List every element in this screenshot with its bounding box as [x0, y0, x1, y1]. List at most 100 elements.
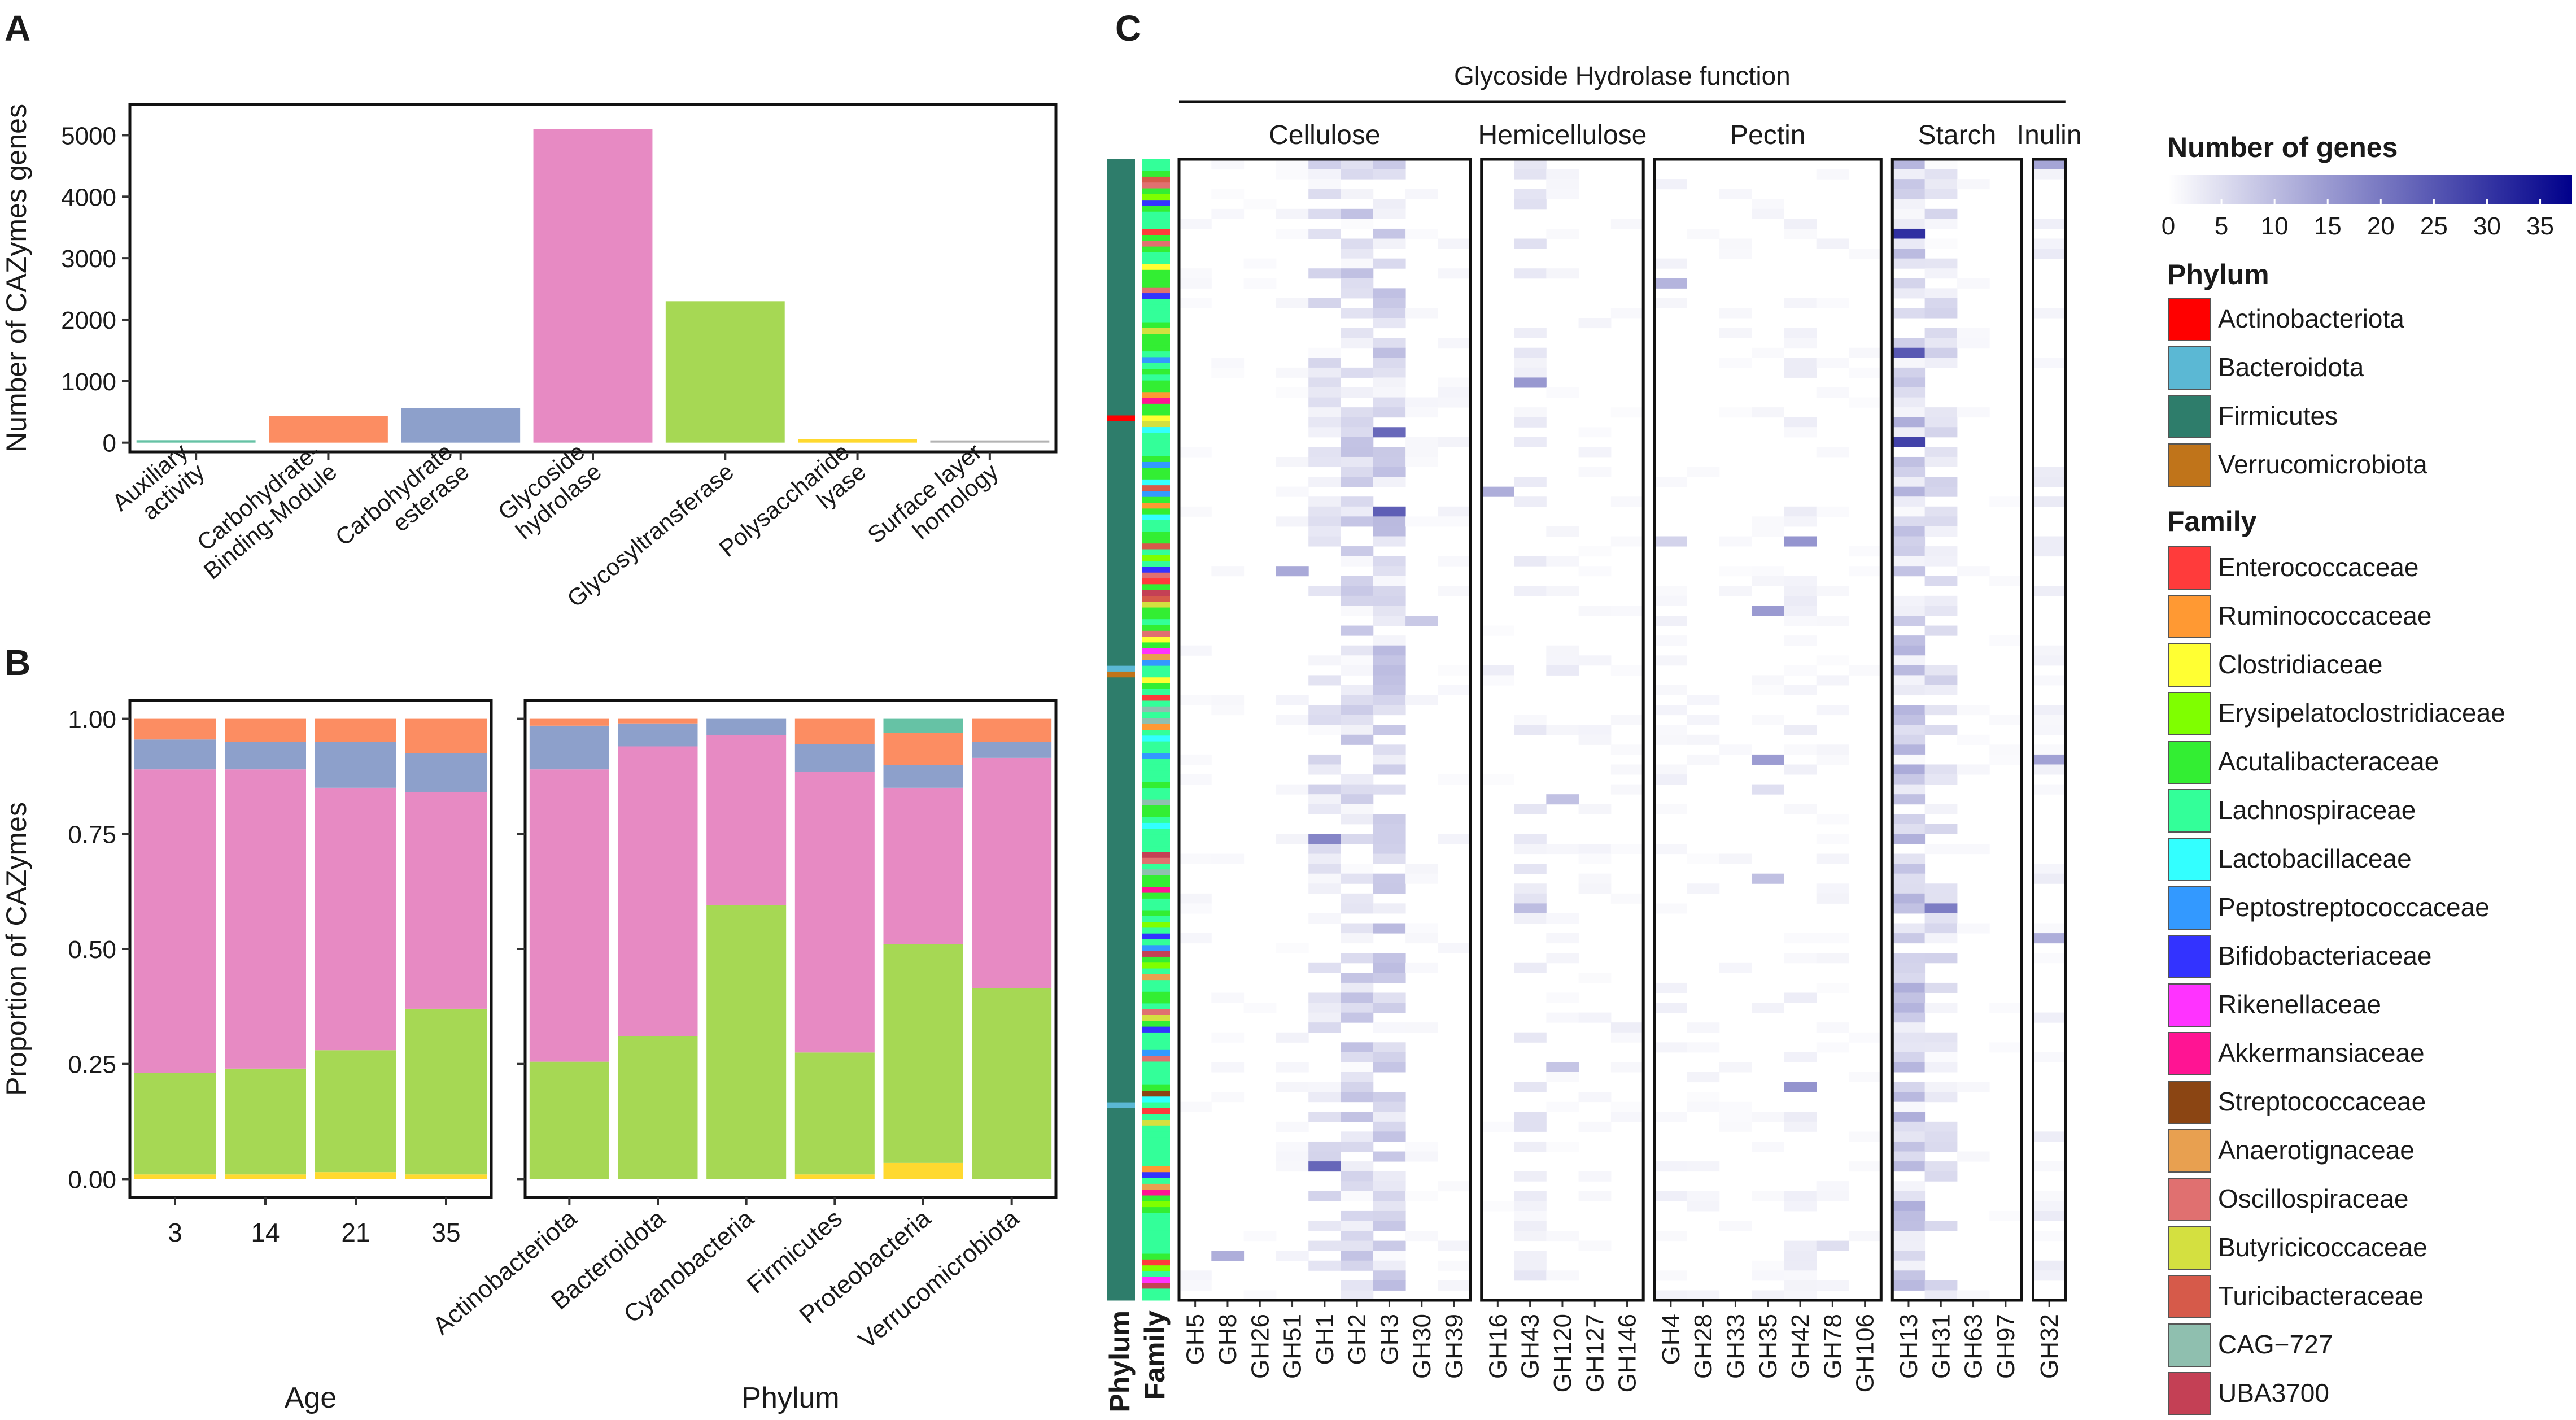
heatmap-cell: [1211, 1062, 1245, 1073]
heatmap-cell: [1341, 1092, 1374, 1103]
heatmap-cell: [1179, 268, 1212, 279]
heatmap-cell: [1924, 268, 1958, 279]
heatmap-cell: [1373, 655, 1406, 666]
facet-frame: [523, 699, 1058, 1199]
heatmap-cell: [1892, 606, 1926, 616]
column-label: GH43: [1517, 1314, 1544, 1379]
heatmap-cell: [1373, 238, 1406, 249]
heatmap-cell: [1308, 407, 1341, 418]
family-strip-cell: [1142, 398, 1170, 404]
family-strip-cell: [1142, 794, 1170, 800]
heatmap-cell: [1892, 377, 1926, 388]
heatmap-cell: [1924, 238, 1958, 249]
heatmap-cell: [1849, 1231, 1881, 1242]
column-label: GH26: [1246, 1314, 1274, 1379]
heatmap-cell: [1373, 377, 1406, 388]
heatmap-cell: [1308, 883, 1341, 894]
heatmap-cell: [1892, 308, 1926, 319]
family-legend-swatch: [2168, 1129, 2211, 1173]
x-tick-label-a: Carbohydrate-Binding-Module: [182, 438, 342, 585]
heatmap-cell: [1784, 1112, 1817, 1122]
heatmap-cell: [1276, 1121, 1309, 1132]
family-strip-cell: [1142, 1236, 1170, 1243]
group-label: Pectin: [1730, 120, 1805, 150]
heatmap-cell: [1514, 586, 1547, 596]
heatmap-cell: [1924, 1161, 1958, 1172]
heatmap-cell: [1957, 407, 1990, 418]
heatmap-cell: [1405, 616, 1438, 626]
family-strip-cell: [1142, 555, 1170, 561]
stack-segment: [706, 718, 787, 735]
heatmap-cell: [1989, 1042, 2022, 1053]
y-tick-label-a: 3000: [61, 245, 116, 273]
heatmap-cell: [2033, 1161, 2066, 1172]
heatmap-cell: [1924, 725, 1958, 735]
family-strip-cell: [1142, 1021, 1170, 1027]
stack-segment: [315, 742, 396, 788]
family-strip-cell: [1142, 403, 1170, 410]
heatmap-cell: [1211, 695, 1245, 705]
heatmap-cell: [1276, 1082, 1309, 1092]
heatmap-cell: [1752, 1191, 1784, 1201]
heatmap-cell: [1373, 1210, 1406, 1221]
family-strip-cell: [1142, 1096, 1170, 1103]
stack-segment: [529, 1061, 609, 1179]
heatmap-cell: [1784, 1251, 1817, 1261]
heatmap-cell: [1924, 1062, 1958, 1073]
heatmap-cell: [1924, 1141, 1958, 1152]
family-strip-cell: [1142, 1183, 1170, 1190]
family-legend-swatch: [2168, 595, 2211, 638]
heatmap-cell: [1816, 893, 1849, 904]
heatmap-cell: [2033, 764, 2066, 775]
column-label: GH28: [1689, 1314, 1717, 1379]
heatmap-cell: [1276, 834, 1309, 844]
heatmap-cell: [1719, 189, 1752, 199]
heatmap-cell: [1514, 1221, 1547, 1231]
heatmap-cell: [1924, 427, 1958, 438]
heatmap-cell: [1546, 933, 1579, 944]
family-legend-swatch: [2168, 1178, 2211, 1221]
stack-segment: [529, 718, 609, 726]
heatmap-cell: [2033, 675, 2066, 686]
family-strip-cell: [1142, 637, 1170, 643]
heatmap-cell: [2033, 546, 2066, 557]
heatmap-cell: [1924, 347, 1958, 358]
family-strip-cell: [1142, 1090, 1170, 1097]
heatmap-cell: [1989, 635, 2022, 646]
heatmap-cell: [1341, 249, 1374, 259]
family-strip-cell: [1142, 730, 1170, 736]
heatmap-cell: [1654, 685, 1687, 696]
heatmap-cell: [1892, 1022, 1926, 1033]
heatmap-cell: [1687, 1290, 1720, 1301]
heatmap-cell: [1308, 754, 1341, 765]
stack-segment: [225, 742, 306, 770]
heatmap-cell: [1924, 685, 1958, 696]
heatmap-cell: [1892, 764, 1926, 775]
heatmap-cell: [1752, 566, 1784, 577]
heatmap-cell: [1405, 397, 1438, 408]
heatmap-cell: [1752, 1112, 1784, 1122]
heatmap-cell: [1438, 1280, 1471, 1291]
family-legend-label: Akkermansiaceae: [2218, 1038, 2425, 1068]
heatmap-cell: [1719, 328, 1752, 338]
heatmap-cell: [1373, 397, 1406, 408]
heatmap-cell: [1610, 219, 1644, 229]
heatmap-cell: [1341, 645, 1374, 656]
heatmap-cell: [1924, 1121, 1958, 1132]
family-strip-cell: [1142, 799, 1170, 806]
heatmap-cell: [1438, 387, 1471, 398]
heatmap-cell: [1892, 278, 1926, 289]
phylum-strip-segment: [1107, 1108, 1135, 1301]
y-tick-label-a: 4000: [61, 184, 116, 211]
family-strip-cell: [1142, 572, 1170, 579]
heatmap-cell: [1341, 506, 1374, 517]
heatmap-cell: [1784, 586, 1817, 596]
heatmap-cell: [1308, 268, 1341, 279]
heatmap-cell: [1654, 1042, 1687, 1053]
heatmap-cell: [1546, 1141, 1579, 1152]
heatmap-cell: [1373, 1171, 1406, 1182]
heatmap-cell: [1816, 1280, 1849, 1291]
family-strip-cell: [1142, 258, 1170, 265]
heatmap-cell: [1892, 397, 1926, 408]
heatmap-cell: [1341, 1171, 1374, 1182]
